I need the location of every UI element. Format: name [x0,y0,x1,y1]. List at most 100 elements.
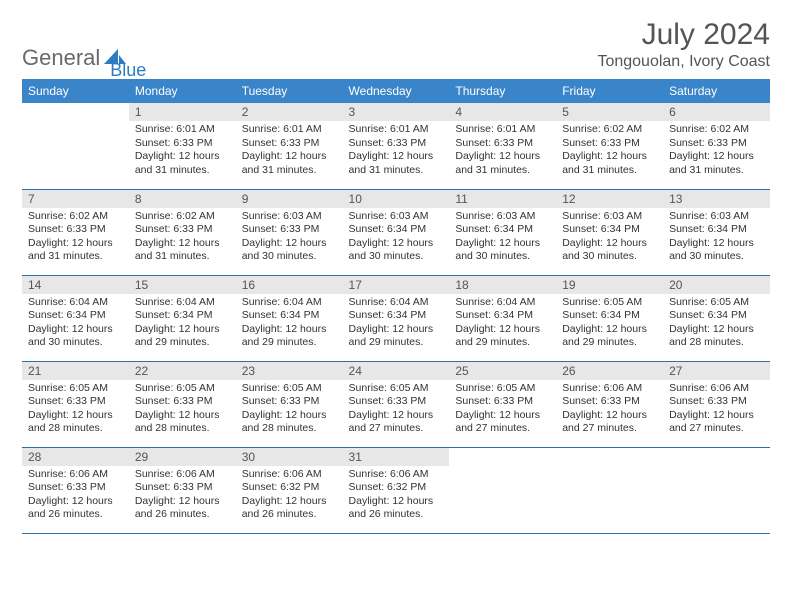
logo: General Blue [22,45,164,71]
calendar-cell: 1Sunrise: 6:01 AMSunset: 6:33 PMDaylight… [129,103,236,189]
sunrise-text: Sunrise: 6:05 AM [28,382,123,396]
day-details: Sunrise: 6:05 AMSunset: 6:34 PMDaylight:… [663,294,770,355]
daylight-text: Daylight: 12 hours and 28 minutes. [669,323,764,350]
day-number: 14 [22,276,129,294]
daylight-text: Daylight: 12 hours and 27 minutes. [349,409,444,436]
calendar-cell: 13Sunrise: 6:03 AMSunset: 6:34 PMDayligh… [663,189,770,275]
day-number: 23 [236,362,343,380]
day-number: 19 [556,276,663,294]
calendar-cell: 8Sunrise: 6:02 AMSunset: 6:33 PMDaylight… [129,189,236,275]
day-details: Sunrise: 6:04 AMSunset: 6:34 PMDaylight:… [236,294,343,355]
calendar-cell: 19Sunrise: 6:05 AMSunset: 6:34 PMDayligh… [556,275,663,361]
weekday-friday: Friday [556,79,663,103]
sunrise-text: Sunrise: 6:03 AM [349,210,444,224]
calendar-cell: 27Sunrise: 6:06 AMSunset: 6:33 PMDayligh… [663,361,770,447]
sunset-text: Sunset: 6:34 PM [562,309,657,323]
calendar-cell: 26Sunrise: 6:06 AMSunset: 6:33 PMDayligh… [556,361,663,447]
day-number: 13 [663,190,770,208]
day-number: 2 [236,103,343,121]
sunset-text: Sunset: 6:33 PM [28,395,123,409]
weekday-sunday: Sunday [22,79,129,103]
sunrise-text: Sunrise: 6:05 AM [135,382,230,396]
calendar-cell: 11Sunrise: 6:03 AMSunset: 6:34 PMDayligh… [449,189,556,275]
day-number: 20 [663,276,770,294]
calendar-cell: 25Sunrise: 6:05 AMSunset: 6:33 PMDayligh… [449,361,556,447]
day-details: Sunrise: 6:05 AMSunset: 6:33 PMDaylight:… [449,380,556,441]
sunrise-text: Sunrise: 6:06 AM [28,468,123,482]
day-details: Sunrise: 6:02 AMSunset: 6:33 PMDaylight:… [663,121,770,182]
calendar-row: 14Sunrise: 6:04 AMSunset: 6:34 PMDayligh… [22,275,770,361]
calendar-cell: 12Sunrise: 6:03 AMSunset: 6:34 PMDayligh… [556,189,663,275]
sunrise-text: Sunrise: 6:04 AM [242,296,337,310]
day-details: Sunrise: 6:01 AMSunset: 6:33 PMDaylight:… [449,121,556,182]
daylight-text: Daylight: 12 hours and 30 minutes. [242,237,337,264]
daylight-text: Daylight: 12 hours and 31 minutes. [669,150,764,177]
day-details: Sunrise: 6:01 AMSunset: 6:33 PMDaylight:… [343,121,450,182]
day-number: 5 [556,103,663,121]
sunrise-text: Sunrise: 6:03 AM [455,210,550,224]
location-label: Tongouolan, Ivory Coast [597,53,770,71]
day-number: 29 [129,448,236,466]
calendar-row: 7Sunrise: 6:02 AMSunset: 6:33 PMDaylight… [22,189,770,275]
calendar-cell: 17Sunrise: 6:04 AMSunset: 6:34 PMDayligh… [343,275,450,361]
sunset-text: Sunset: 6:34 PM [669,309,764,323]
page-header: General Blue July 2024 Tongouolan, Ivory… [22,18,770,71]
sunset-text: Sunset: 6:33 PM [135,137,230,151]
sunrise-text: Sunrise: 6:06 AM [242,468,337,482]
sunset-text: Sunset: 6:33 PM [455,137,550,151]
daylight-text: Daylight: 12 hours and 31 minutes. [562,150,657,177]
day-number: 21 [22,362,129,380]
daylight-text: Daylight: 12 hours and 31 minutes. [28,237,123,264]
day-number: 7 [22,190,129,208]
day-number: 9 [236,190,343,208]
day-number: 24 [343,362,450,380]
day-details: Sunrise: 6:05 AMSunset: 6:33 PMDaylight:… [129,380,236,441]
calendar-cell: 20Sunrise: 6:05 AMSunset: 6:34 PMDayligh… [663,275,770,361]
daylight-text: Daylight: 12 hours and 29 minutes. [242,323,337,350]
calendar-cell [663,447,770,533]
daylight-text: Daylight: 12 hours and 29 minutes. [135,323,230,350]
calendar-cell [556,447,663,533]
sunset-text: Sunset: 6:32 PM [349,481,444,495]
weekday-header-row: Sunday Monday Tuesday Wednesday Thursday… [22,79,770,103]
sunrise-text: Sunrise: 6:02 AM [669,123,764,137]
sunrise-text: Sunrise: 6:05 AM [562,296,657,310]
daylight-text: Daylight: 12 hours and 29 minutes. [349,323,444,350]
calendar-cell [22,103,129,189]
calendar-cell: 16Sunrise: 6:04 AMSunset: 6:34 PMDayligh… [236,275,343,361]
sunset-text: Sunset: 6:33 PM [28,223,123,237]
day-details: Sunrise: 6:04 AMSunset: 6:34 PMDaylight:… [22,294,129,355]
day-details: Sunrise: 6:05 AMSunset: 6:33 PMDaylight:… [236,380,343,441]
sunrise-text: Sunrise: 6:01 AM [455,123,550,137]
sunrise-text: Sunrise: 6:06 AM [562,382,657,396]
daylight-text: Daylight: 12 hours and 27 minutes. [455,409,550,436]
calendar-cell: 23Sunrise: 6:05 AMSunset: 6:33 PMDayligh… [236,361,343,447]
day-details: Sunrise: 6:04 AMSunset: 6:34 PMDaylight:… [343,294,450,355]
sunset-text: Sunset: 6:34 PM [349,309,444,323]
day-number: 3 [343,103,450,121]
title-block: July 2024 Tongouolan, Ivory Coast [597,18,770,71]
sunset-text: Sunset: 6:33 PM [562,395,657,409]
calendar-row: 1Sunrise: 6:01 AMSunset: 6:33 PMDaylight… [22,103,770,189]
sunrise-text: Sunrise: 6:03 AM [242,210,337,224]
calendar-cell: 18Sunrise: 6:04 AMSunset: 6:34 PMDayligh… [449,275,556,361]
day-number: 22 [129,362,236,380]
sunrise-text: Sunrise: 6:02 AM [562,123,657,137]
weekday-thursday: Thursday [449,79,556,103]
sunrise-text: Sunrise: 6:04 AM [135,296,230,310]
day-number: 27 [663,362,770,380]
sunset-text: Sunset: 6:34 PM [349,223,444,237]
day-number: 8 [129,190,236,208]
daylight-text: Daylight: 12 hours and 26 minutes. [349,495,444,522]
sunrise-text: Sunrise: 6:02 AM [135,210,230,224]
day-number: 10 [343,190,450,208]
sunrise-text: Sunrise: 6:06 AM [349,468,444,482]
day-details: Sunrise: 6:03 AMSunset: 6:34 PMDaylight:… [663,208,770,269]
logo-text-general: General [22,45,100,71]
sunrise-text: Sunrise: 6:05 AM [242,382,337,396]
sunrise-text: Sunrise: 6:03 AM [669,210,764,224]
day-details: Sunrise: 6:05 AMSunset: 6:33 PMDaylight:… [22,380,129,441]
calendar-row: 21Sunrise: 6:05 AMSunset: 6:33 PMDayligh… [22,361,770,447]
sunrise-text: Sunrise: 6:03 AM [562,210,657,224]
day-details: Sunrise: 6:02 AMSunset: 6:33 PMDaylight:… [22,208,129,269]
